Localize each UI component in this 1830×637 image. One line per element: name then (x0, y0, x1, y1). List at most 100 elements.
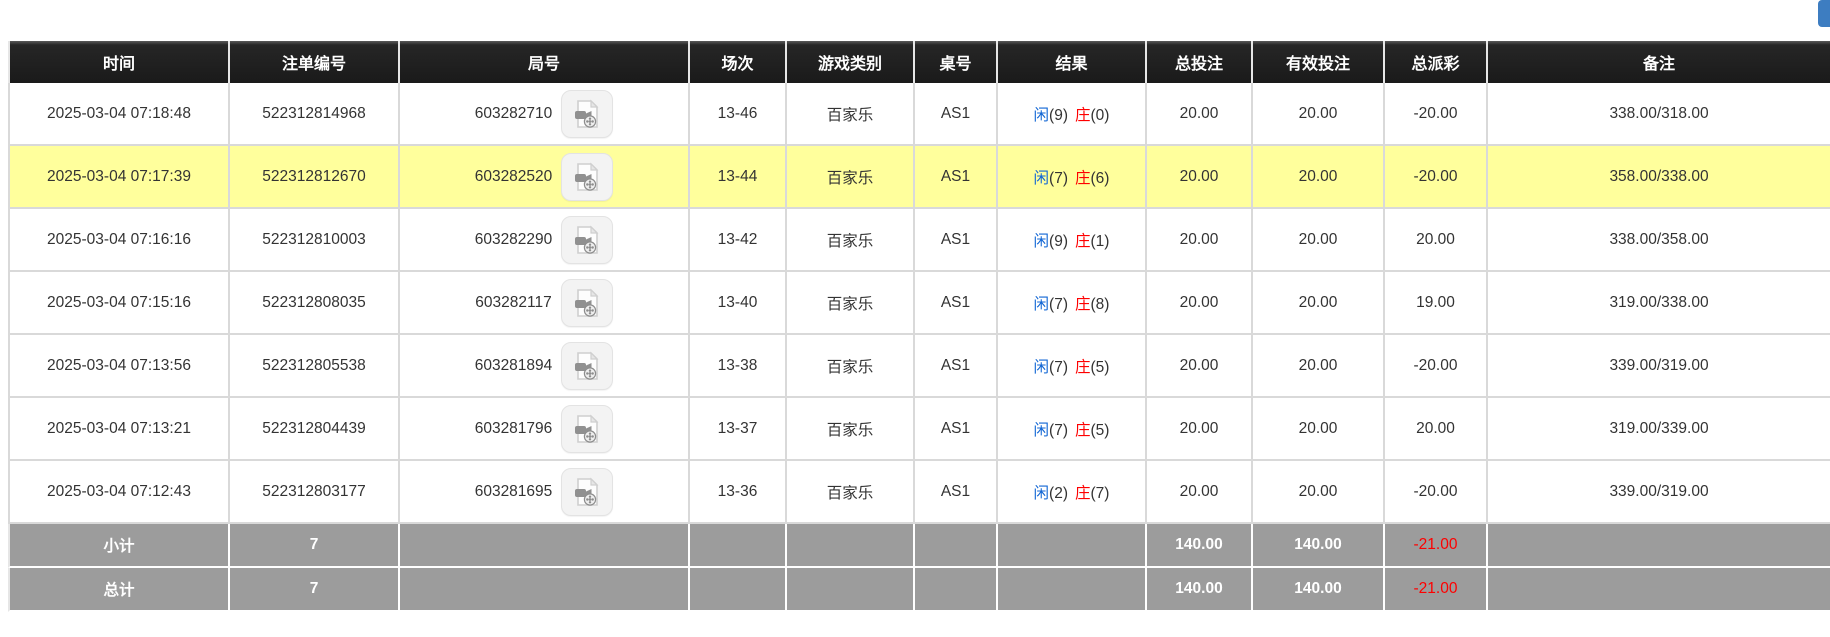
payout-cell: -20.00 (1385, 83, 1488, 146)
table-no-cell: AS1 (915, 83, 998, 146)
time-cell: 2025-03-04 07:15:16 (8, 272, 230, 335)
bet-id-cell: 522312805538 (230, 335, 400, 398)
payout-cell: -20.00 (1385, 335, 1488, 398)
table-no-cell: AS1 (915, 209, 998, 272)
round-cell: 603281695 (400, 461, 690, 524)
player-result-label: 闲 (1033, 295, 1050, 313)
player-result-score: (7) (1049, 421, 1068, 439)
summary-empty-round-cell (400, 524, 690, 568)
round-cell: 603281796 (400, 398, 690, 461)
round-number: 603281796 (474, 419, 553, 437)
round-number: 603282290 (474, 230, 553, 248)
summary-label-cell: 小计 (8, 524, 230, 568)
summary-empty-result-cell (998, 568, 1147, 612)
round-content: 603282117 (475, 278, 613, 327)
video-replay-button[interactable] (560, 278, 613, 327)
total-bet-cell: 20.00 (1147, 335, 1253, 398)
bet-id-cell: 522312803177 (230, 461, 400, 524)
banker-result-score: (1) (1090, 232, 1110, 250)
summary-empty-table-no-cell (915, 524, 998, 568)
game-type-cell: 百家乐 (787, 83, 915, 146)
valid-bet-cell: 20.00 (1253, 461, 1385, 524)
table-no-cell: AS1 (915, 146, 998, 209)
table-body: 2025-03-04 07:18:48 522312814968 603282710… (8, 83, 1830, 612)
session-cell: 13-46 (690, 83, 787, 146)
payout-cell: 20.00 (1385, 209, 1488, 272)
time-cell: 2025-03-04 07:13:21 (8, 398, 230, 461)
payout-cell: -20.00 (1385, 461, 1488, 524)
summary-payout-cell: -21.00 (1385, 524, 1488, 568)
game-type-cell: 百家乐 (787, 335, 915, 398)
summary-label-cell: 总计 (8, 568, 230, 612)
banker-result-label: 庄 (1075, 421, 1091, 439)
time-cell: 2025-03-04 07:16:16 (8, 209, 230, 272)
video-replay-button[interactable] (561, 215, 614, 264)
valid-bet-cell: 20.00 (1253, 398, 1385, 461)
round-number: 603282710 (474, 104, 553, 122)
round-content: 603281894 (474, 341, 614, 390)
bet-record-row: 2025-03-04 07:13:21 522312804439 603281796… (8, 398, 1830, 461)
video-replay-icon (575, 351, 599, 380)
video-replay-button[interactable] (561, 341, 614, 390)
banker-result-score: (7) (1090, 484, 1110, 502)
video-replay-icon (575, 477, 599, 506)
result-cell: 闲(7) 庄(6) (998, 146, 1147, 209)
round-number: 603281695 (474, 482, 553, 500)
result-cell: 闲(7) 庄(8) (998, 272, 1147, 335)
total-bet-cell: 20.00 (1147, 146, 1253, 209)
player-result-label: 闲 (1033, 232, 1050, 250)
banker-result-score: (5) (1090, 421, 1110, 439)
round-number: 603282117 (475, 293, 552, 311)
column-header-total_bet: 总投注 (1147, 41, 1253, 83)
remark-cell: 358.00/338.00 (1488, 146, 1830, 209)
total-bet-cell: 20.00 (1147, 209, 1253, 272)
video-replay-icon (575, 99, 599, 128)
video-replay-button[interactable] (561, 89, 614, 138)
result-cell: 闲(7) 庄(5) (998, 335, 1147, 398)
session-cell: 13-40 (690, 272, 787, 335)
summary-empty-session-cell (690, 568, 787, 612)
game-type-cell: 百家乐 (787, 146, 915, 209)
summary-valid-bet-cell: 140.00 (1253, 524, 1385, 568)
total-bet-cell: 20.00 (1147, 83, 1253, 146)
video-replay-button[interactable] (561, 467, 614, 516)
round-cell: 603282710 (400, 83, 690, 146)
bet-id-cell: 522312814968 (230, 83, 400, 146)
summary-empty-result-cell (998, 524, 1147, 568)
summary-empty-game-type-cell (787, 568, 915, 612)
round-content: 603282520 (475, 152, 614, 201)
banker-result-label: 庄 (1075, 484, 1091, 502)
game-type-cell: 百家乐 (787, 209, 915, 272)
banker-result-label: 庄 (1075, 169, 1091, 187)
table-no-cell: AS1 (915, 272, 998, 335)
round-number: 603281894 (474, 356, 553, 374)
time-cell: 2025-03-04 07:12:43 (8, 461, 230, 524)
video-replay-icon (575, 414, 599, 443)
result-cell: 闲(2) 庄(7) (998, 461, 1147, 524)
player-result-score: (7) (1049, 358, 1068, 376)
column-header-round_id: 局号 (400, 41, 690, 83)
game-type-cell: 百家乐 (787, 398, 915, 461)
table-no-cell: AS1 (915, 461, 998, 524)
time-cell: 2025-03-04 07:13:56 (8, 335, 230, 398)
bet-record-row: 2025-03-04 07:13:56 522312805538 603281894… (8, 335, 1830, 398)
valid-bet-cell: 20.00 (1253, 146, 1385, 209)
remark-cell: 338.00/358.00 (1488, 209, 1830, 272)
banker-result-label: 庄 (1075, 358, 1091, 376)
video-replay-button[interactable] (561, 404, 614, 453)
payout-cell: 20.00 (1385, 398, 1488, 461)
round-content: 603282290 (474, 215, 614, 264)
banker-result-score: (5) (1090, 358, 1110, 376)
column-header-result: 结果 (998, 41, 1147, 83)
summary-empty-session-cell (690, 524, 787, 568)
bet-record-row: 2025-03-04 07:15:16 522312808035 603282117… (8, 272, 1830, 335)
payout-cell: -20.00 (1385, 146, 1488, 209)
banker-result-score: (8) (1090, 295, 1110, 313)
partial-blue-button[interactable] (1818, 0, 1830, 27)
banker-result-label: 庄 (1075, 106, 1091, 124)
player-result-label: 闲 (1033, 484, 1050, 502)
video-replay-button[interactable] (561, 152, 614, 201)
summary-total-bet-cell: 140.00 (1147, 568, 1253, 612)
player-result-score: (9) (1049, 232, 1068, 250)
